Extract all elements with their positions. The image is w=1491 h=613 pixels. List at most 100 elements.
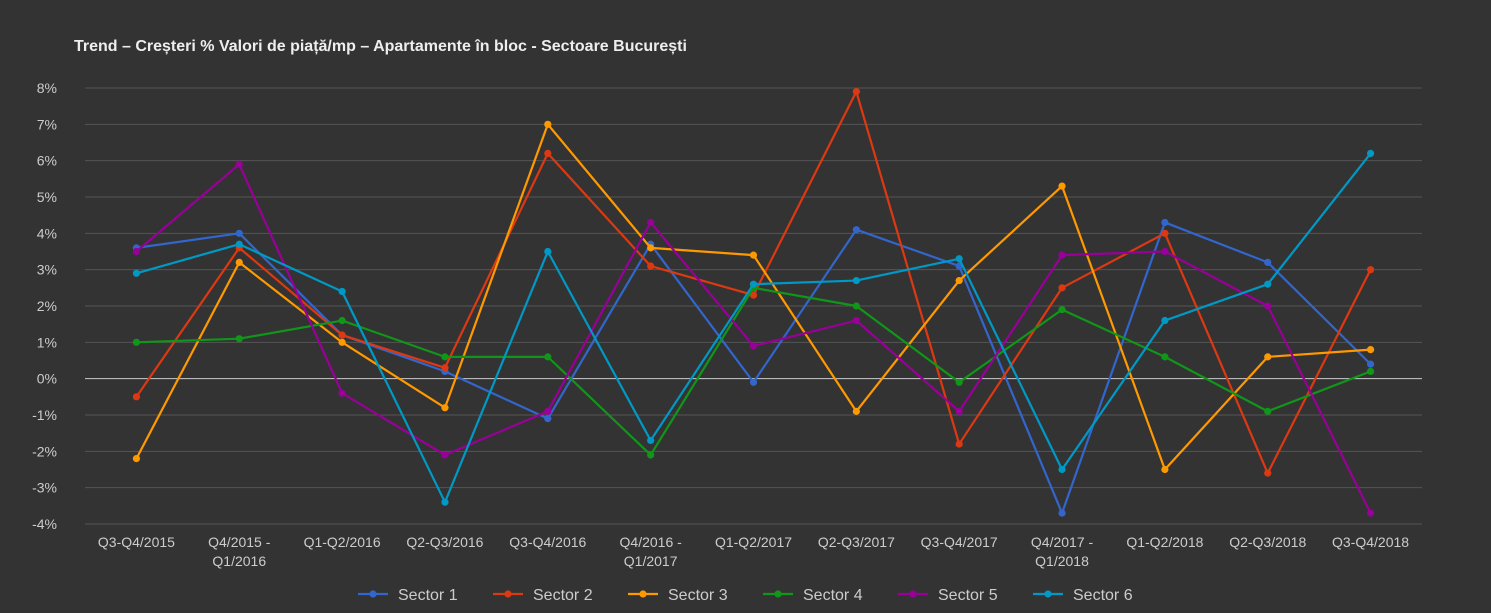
data-point [955, 276, 963, 285]
data-point [1058, 306, 1066, 314]
x-tick-label: Q1-Q2/2018 [1126, 534, 1203, 550]
data-point [235, 258, 243, 266]
x-tick-label: Q3-Q4/2018 [1332, 534, 1409, 550]
grid-lines [85, 87, 1422, 525]
x-tick-label: Q3-Q4/2016 [509, 534, 586, 550]
data-point [1161, 229, 1169, 237]
series-sector-3 [132, 120, 1375, 474]
data-point [1366, 346, 1375, 354]
data-point [544, 415, 552, 423]
legend-marker [504, 590, 512, 598]
data-point [749, 378, 758, 386]
x-tick-label: Q1-Q2/2017 [715, 534, 792, 550]
data-point [1366, 149, 1375, 157]
data-point [647, 436, 655, 445]
legend-item-sector-1[interactable]: Sector 1 [358, 587, 458, 604]
legend-marker [639, 590, 647, 598]
legend-marker [369, 590, 377, 598]
data-point [1264, 353, 1272, 361]
y-tick-label: 3% [37, 262, 57, 278]
legend-item-sector-6[interactable]: Sector 6 [1033, 587, 1133, 604]
y-tick-label: 8% [37, 80, 57, 96]
data-point [544, 149, 552, 157]
data-point [132, 455, 141, 463]
x-tick-label: Q4/2015 -Q1/2016 [208, 534, 271, 569]
data-point [1058, 251, 1066, 259]
data-point [338, 389, 346, 397]
data-point [1264, 469, 1272, 477]
data-point [132, 338, 141, 346]
data-point [441, 404, 449, 412]
data-point [1264, 302, 1272, 310]
data-point [647, 262, 655, 270]
y-tick-label: -4% [32, 516, 57, 532]
legend-item-sector-3[interactable]: Sector 3 [628, 587, 728, 604]
data-point [544, 247, 552, 256]
data-point [852, 88, 860, 96]
series-line-sector-6 [136, 152, 1372, 504]
data-point [852, 226, 860, 234]
data-point [235, 229, 243, 237]
data-point [338, 287, 346, 296]
legend-label: Sector 3 [668, 587, 728, 604]
data-point [441, 353, 449, 361]
data-point [749, 280, 758, 288]
x-tick-label: Q2-Q3/2016 [406, 534, 483, 550]
data-point [1058, 509, 1066, 517]
data-point [338, 331, 346, 339]
data-point [1264, 258, 1272, 266]
series-sector-6 [132, 149, 1375, 506]
y-tick-label: 4% [37, 225, 57, 241]
data-point [1161, 465, 1169, 474]
data-point [235, 240, 243, 248]
data-point [852, 316, 860, 325]
y-tick-label: -3% [32, 480, 57, 496]
legend-item-sector-5[interactable]: Sector 5 [898, 587, 998, 604]
y-axis: 8% 7% 6% 5% 4% 3% 2% 1% 0% -1% -2% -3% -4% [32, 80, 57, 532]
data-point [955, 255, 963, 263]
legend-label: Sector 4 [803, 587, 863, 604]
x-axis: Q3-Q4/2015 Q4/2015 -Q1/2016 Q1-Q2/2016 Q2-Q… [98, 534, 1409, 569]
data-point [1161, 247, 1169, 256]
data-point [955, 378, 963, 386]
legend-label: Sector 1 [398, 587, 458, 604]
legend[interactable]: Sector 1 Sector 2 Sector 3 Sector 4 Sector 5… [358, 587, 1133, 604]
data-point [544, 120, 552, 128]
y-tick-label: 7% [37, 116, 57, 132]
data-point [1264, 407, 1272, 415]
legend-marker [909, 590, 917, 598]
data-point [132, 269, 141, 277]
data-point [1366, 367, 1375, 375]
data-point [1366, 360, 1375, 368]
data-point [544, 407, 552, 415]
x-tick-label: Q2-Q3/2018 [1229, 534, 1306, 550]
data-point [441, 498, 449, 506]
data-point [1366, 509, 1375, 517]
legend-label: Sector 2 [533, 587, 593, 604]
data-point [441, 364, 449, 372]
legend-item-sector-2[interactable]: Sector 2 [493, 587, 593, 604]
data-point [235, 335, 243, 343]
y-tick-label: 0% [37, 371, 57, 387]
data-point [1058, 182, 1066, 190]
data-point [852, 276, 860, 285]
x-tick-label: Q3-Q4/2015 [98, 534, 175, 550]
legend-item-sector-4[interactable]: Sector 4 [763, 587, 863, 604]
data-point [338, 338, 346, 346]
series-line-sector-5 [135, 163, 1372, 514]
data-point [1161, 316, 1169, 325]
data-point [1058, 284, 1066, 292]
data-point [955, 440, 963, 448]
chart-title: Trend – Creșteri % Valori de piață/mp – … [74, 38, 687, 55]
data-point [544, 353, 552, 361]
data-point [1161, 218, 1169, 227]
y-tick-label: -1% [32, 407, 57, 423]
data-point [441, 451, 449, 459]
data-point [647, 244, 655, 252]
data-point [647, 218, 655, 227]
x-tick-label: Q2-Q3/2017 [818, 534, 895, 550]
y-tick-label: -2% [32, 443, 57, 459]
legend-label: Sector 5 [938, 587, 998, 604]
x-tick-label: Q1-Q2/2016 [304, 534, 381, 550]
